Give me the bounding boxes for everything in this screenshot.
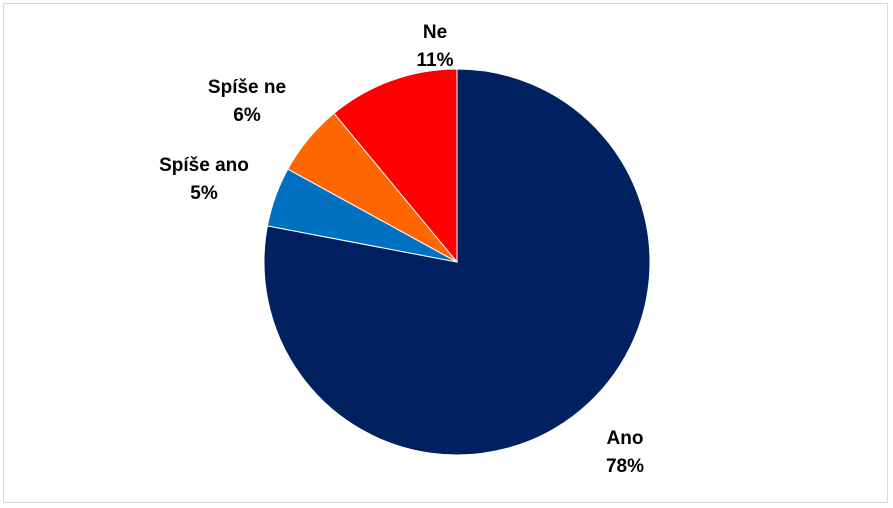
data-label-ano: Ano 78% xyxy=(606,428,644,477)
pie-slice-ano xyxy=(263,68,651,456)
pie-slice-ne xyxy=(333,68,458,264)
data-label-category: Spíše ne xyxy=(208,77,286,98)
data-label-category: Spíše ano xyxy=(159,155,249,176)
data-label-percent: 11% xyxy=(417,50,454,71)
data-label-percent: 5% xyxy=(190,183,218,204)
data-label-spíše-ne: Spíše ne 6% xyxy=(208,77,286,126)
data-label-percent: 6% xyxy=(233,105,261,126)
data-label-ne: Ne 11% xyxy=(417,22,454,71)
data-label-category: Ne xyxy=(423,22,447,43)
data-label-percent: 78% xyxy=(606,456,644,477)
data-label-spíše-ano: Spíše ano 5% xyxy=(159,155,249,204)
data-label-category: Ano xyxy=(607,428,644,449)
